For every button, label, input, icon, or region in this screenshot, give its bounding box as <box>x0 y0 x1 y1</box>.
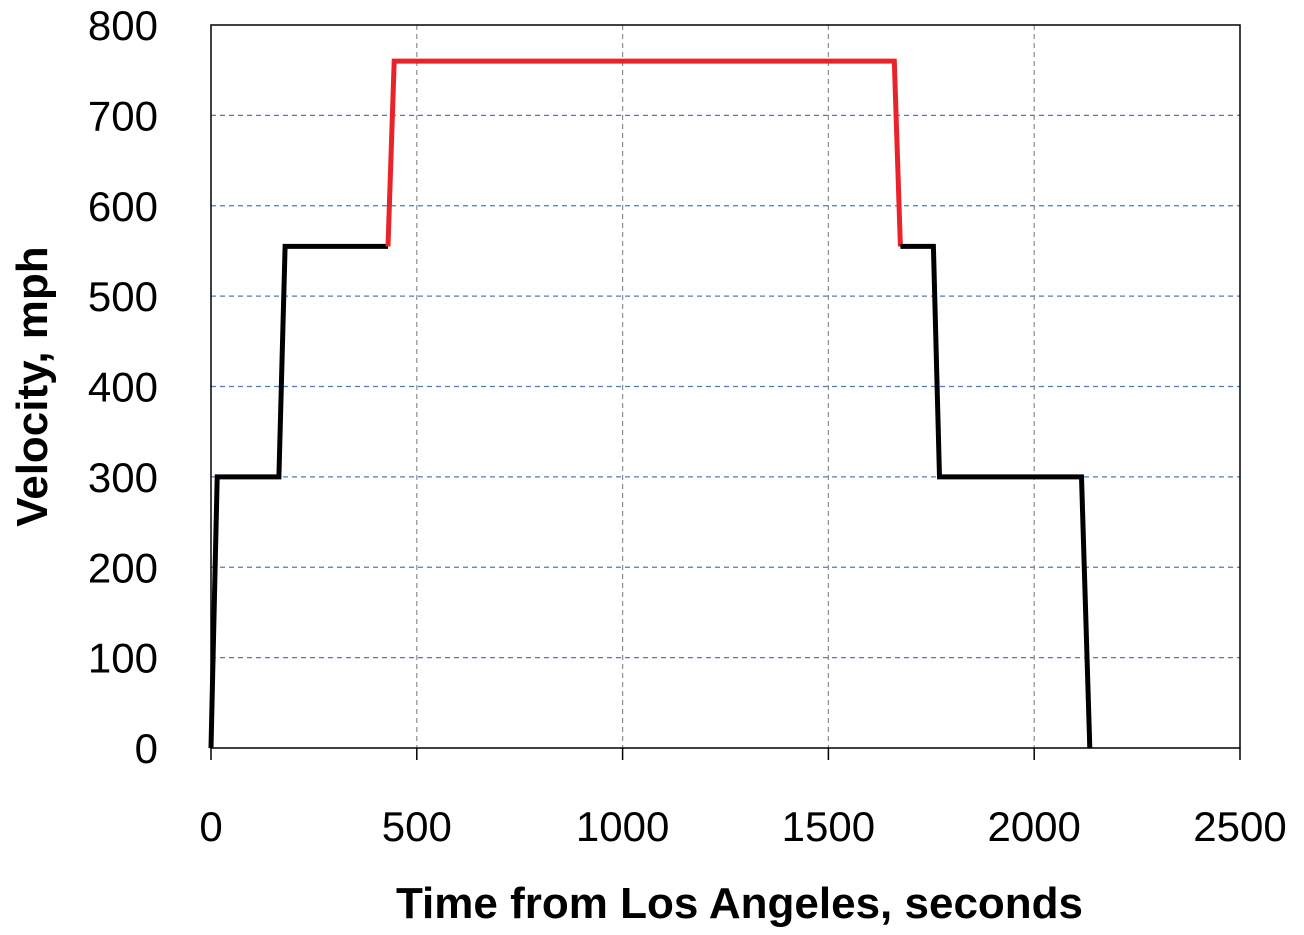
axes <box>210 24 1241 760</box>
tick-labels: 0 100 200 300 400 500 600 700 800 0 500 1000 1500 200… <box>88 2 1287 850</box>
x-tick-label: 1000 <box>576 803 669 850</box>
y-tick-label: 200 <box>88 544 158 591</box>
x-tick-label: 500 <box>382 803 452 850</box>
series-line <box>900 243 1093 749</box>
grid <box>211 25 1240 748</box>
y-tick-label: 300 <box>88 454 158 501</box>
y-tick-label: 600 <box>88 183 158 230</box>
y-tick-label: 800 <box>88 2 158 49</box>
x-tick-label: 2500 <box>1193 803 1286 850</box>
y-axis-title: Velocity, mph <box>8 246 57 526</box>
y-tick-label: 500 <box>88 273 158 320</box>
x-tick-label: 2000 <box>987 803 1080 850</box>
plot-frame <box>210 24 1241 749</box>
series-lines <box>208 58 1093 749</box>
y-tick-label: 100 <box>88 635 158 682</box>
y-tick-label: 0 <box>135 725 158 772</box>
series-line <box>385 58 903 247</box>
x-tick-label: 0 <box>199 803 222 850</box>
series-line <box>208 243 388 749</box>
y-tick-label: 700 <box>88 92 158 139</box>
y-tick-label: 400 <box>88 364 158 411</box>
x-tick-label: 1500 <box>782 803 875 850</box>
x-axis-title: Time from Los Angeles, seconds <box>396 879 1083 928</box>
